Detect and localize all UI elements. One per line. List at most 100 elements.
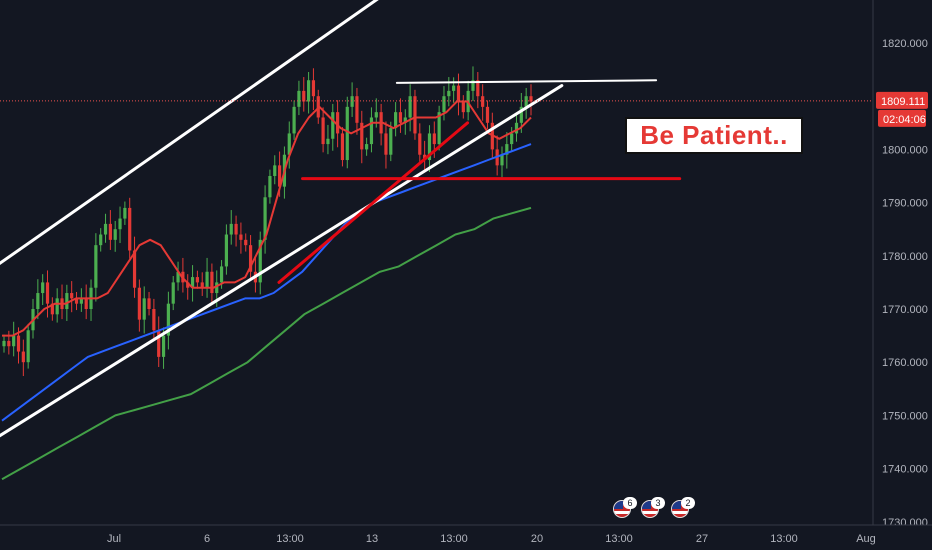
candle-body bbox=[147, 298, 151, 309]
candle-body bbox=[374, 112, 378, 118]
candle-body bbox=[118, 218, 122, 230]
trend-line bbox=[277, 121, 470, 284]
annotation-box[interactable]: Be Patient.. bbox=[625, 117, 803, 154]
candle-body bbox=[161, 335, 166, 357]
candle-body bbox=[403, 117, 407, 123]
candle-body bbox=[142, 298, 146, 320]
candle-body bbox=[41, 282, 45, 294]
economic-event-flag-icon[interactable]: 3 bbox=[640, 497, 665, 519]
annotation-text: Be Patient.. bbox=[640, 120, 788, 150]
resistance-line bbox=[395, 79, 658, 84]
candles-layer bbox=[2, 66, 533, 377]
countdown-label: 02:04:06 bbox=[883, 114, 926, 126]
candle-body bbox=[176, 271, 180, 283]
event-count: 2 bbox=[681, 497, 695, 509]
candle-body bbox=[21, 351, 25, 363]
candle-body bbox=[398, 112, 403, 123]
current-price-label: 1809.111 bbox=[881, 96, 925, 108]
candle-body bbox=[268, 176, 272, 198]
candle-body bbox=[456, 85, 461, 102]
moving-averages-layer bbox=[1, 100, 532, 481]
candle-body bbox=[26, 330, 30, 363]
candle-body bbox=[273, 165, 277, 176]
candle-body bbox=[210, 271, 214, 294]
candle-body bbox=[157, 330, 161, 357]
candle-body bbox=[369, 117, 374, 145]
price-tick-label: 1750.000 bbox=[882, 410, 928, 422]
candle-body bbox=[224, 234, 229, 267]
candle-body bbox=[2, 340, 6, 347]
candle-body bbox=[128, 207, 132, 251]
candle-body bbox=[70, 293, 74, 299]
channel-upper-line bbox=[0, 0, 379, 266]
moving-average-line bbox=[2, 100, 532, 337]
candle-body bbox=[137, 287, 141, 320]
candle-body bbox=[55, 298, 59, 315]
candle-body bbox=[302, 90, 306, 102]
candle-body bbox=[99, 234, 103, 246]
drawings-layer bbox=[0, 0, 873, 438]
candle-body bbox=[16, 335, 21, 352]
candle-body bbox=[239, 234, 243, 240]
price-tick-label: 1770.000 bbox=[882, 304, 928, 316]
time-tick-label: 13:00 bbox=[770, 533, 798, 545]
candle-body bbox=[447, 90, 451, 97]
candle-body bbox=[519, 106, 523, 123]
candle-body bbox=[258, 239, 262, 283]
channel-lower-line bbox=[0, 84, 564, 438]
candle-body bbox=[132, 250, 137, 288]
candle-body bbox=[248, 245, 253, 272]
candle-body bbox=[186, 282, 190, 288]
time-tick-label: 20 bbox=[531, 533, 543, 545]
candle-body bbox=[79, 298, 83, 304]
candle-body bbox=[437, 112, 441, 145]
candle-body bbox=[336, 112, 340, 134]
candle-body bbox=[345, 106, 349, 161]
candle-body bbox=[311, 80, 316, 97]
time-tick-label: 6 bbox=[204, 533, 210, 545]
candle-body bbox=[215, 282, 219, 294]
candle-body bbox=[471, 80, 475, 91]
time-tick-label: Jul bbox=[107, 533, 121, 545]
economic-event-flag-icon[interactable]: 2 bbox=[670, 497, 695, 519]
candle-body bbox=[45, 282, 50, 304]
countdown-tag bbox=[878, 109, 926, 127]
time-axis-bg[interactable] bbox=[0, 525, 932, 550]
candle-body bbox=[297, 90, 301, 107]
candle-body bbox=[277, 165, 282, 187]
candle-body bbox=[340, 133, 345, 161]
time-axis bbox=[0, 524, 932, 550]
candle-body bbox=[234, 223, 238, 235]
candle-body bbox=[355, 96, 359, 123]
candle-body bbox=[524, 96, 528, 107]
candle-body bbox=[108, 223, 112, 240]
candle-body bbox=[195, 277, 199, 283]
candle-body bbox=[166, 303, 170, 336]
candle-body bbox=[510, 133, 514, 145]
candle-body bbox=[65, 293, 69, 309]
candle-body bbox=[326, 138, 330, 145]
candle-body bbox=[418, 133, 422, 155]
candle-body bbox=[306, 80, 311, 102]
economic-event-flag-icon[interactable]: 6 bbox=[612, 497, 637, 519]
candle-body bbox=[413, 96, 417, 134]
event-count: 6 bbox=[623, 497, 637, 509]
candle-body bbox=[427, 133, 432, 161]
candle-body bbox=[103, 223, 108, 235]
candle-body bbox=[505, 144, 509, 155]
candle-body bbox=[452, 85, 456, 91]
price-tick-label: 1780.000 bbox=[882, 251, 928, 263]
candle-body bbox=[287, 133, 291, 155]
price-tick-label: 1790.000 bbox=[882, 198, 928, 210]
price-axis-bg[interactable] bbox=[873, 0, 932, 525]
price-axis bbox=[872, 0, 932, 525]
time-tick-label: 27 bbox=[696, 533, 708, 545]
moving-average-line bbox=[1, 206, 532, 481]
price-tick-label: 1820.000 bbox=[882, 38, 928, 50]
moving-average-line bbox=[1, 143, 532, 422]
candle-body bbox=[190, 277, 195, 288]
candle-body bbox=[123, 207, 127, 219]
candle-body bbox=[514, 122, 519, 134]
